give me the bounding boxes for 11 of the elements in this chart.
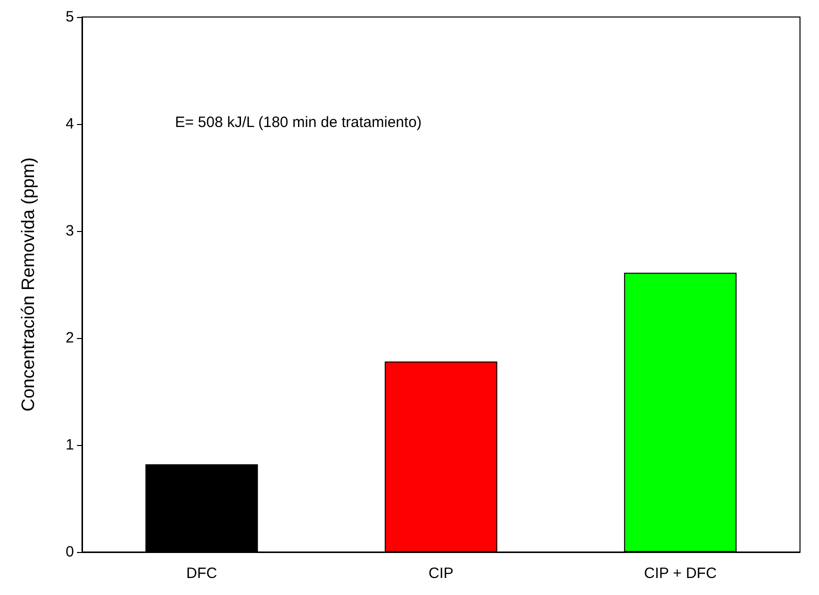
x-tick-label: CIP + DFC	[644, 565, 717, 582]
y-tick-label: 1	[66, 436, 74, 454]
y-tick-label: 4	[66, 116, 74, 132]
annotation: E= 508 kJ/L (180 min de tratamiento)	[175, 114, 422, 131]
x-tick-label: CIP	[428, 565, 454, 582]
y-tick-label: 5	[66, 8, 74, 26]
y-tick-label: 0	[66, 544, 74, 560]
x-tick-label: DFC	[186, 565, 218, 582]
y-axis-title: Concentración Removida (ppm)	[18, 157, 38, 412]
y-tick-label: 2	[66, 330, 74, 346]
y-tick-label: 3	[66, 222, 74, 240]
